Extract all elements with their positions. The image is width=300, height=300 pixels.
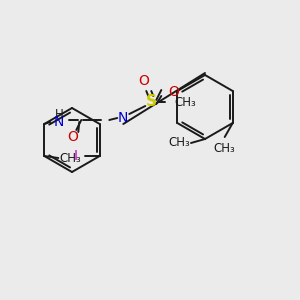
Text: CH₃: CH₃ xyxy=(174,95,196,109)
Text: O: O xyxy=(168,85,179,99)
Text: I: I xyxy=(74,149,78,163)
Text: N: N xyxy=(118,111,128,125)
Text: S: S xyxy=(146,94,157,110)
Text: O: O xyxy=(67,130,78,144)
Text: O: O xyxy=(138,74,149,88)
Text: N: N xyxy=(54,115,64,129)
Text: CH₃: CH₃ xyxy=(168,136,190,149)
Text: CH₃: CH₃ xyxy=(214,142,236,154)
Text: H: H xyxy=(55,109,64,122)
Text: CH₃: CH₃ xyxy=(59,152,81,164)
